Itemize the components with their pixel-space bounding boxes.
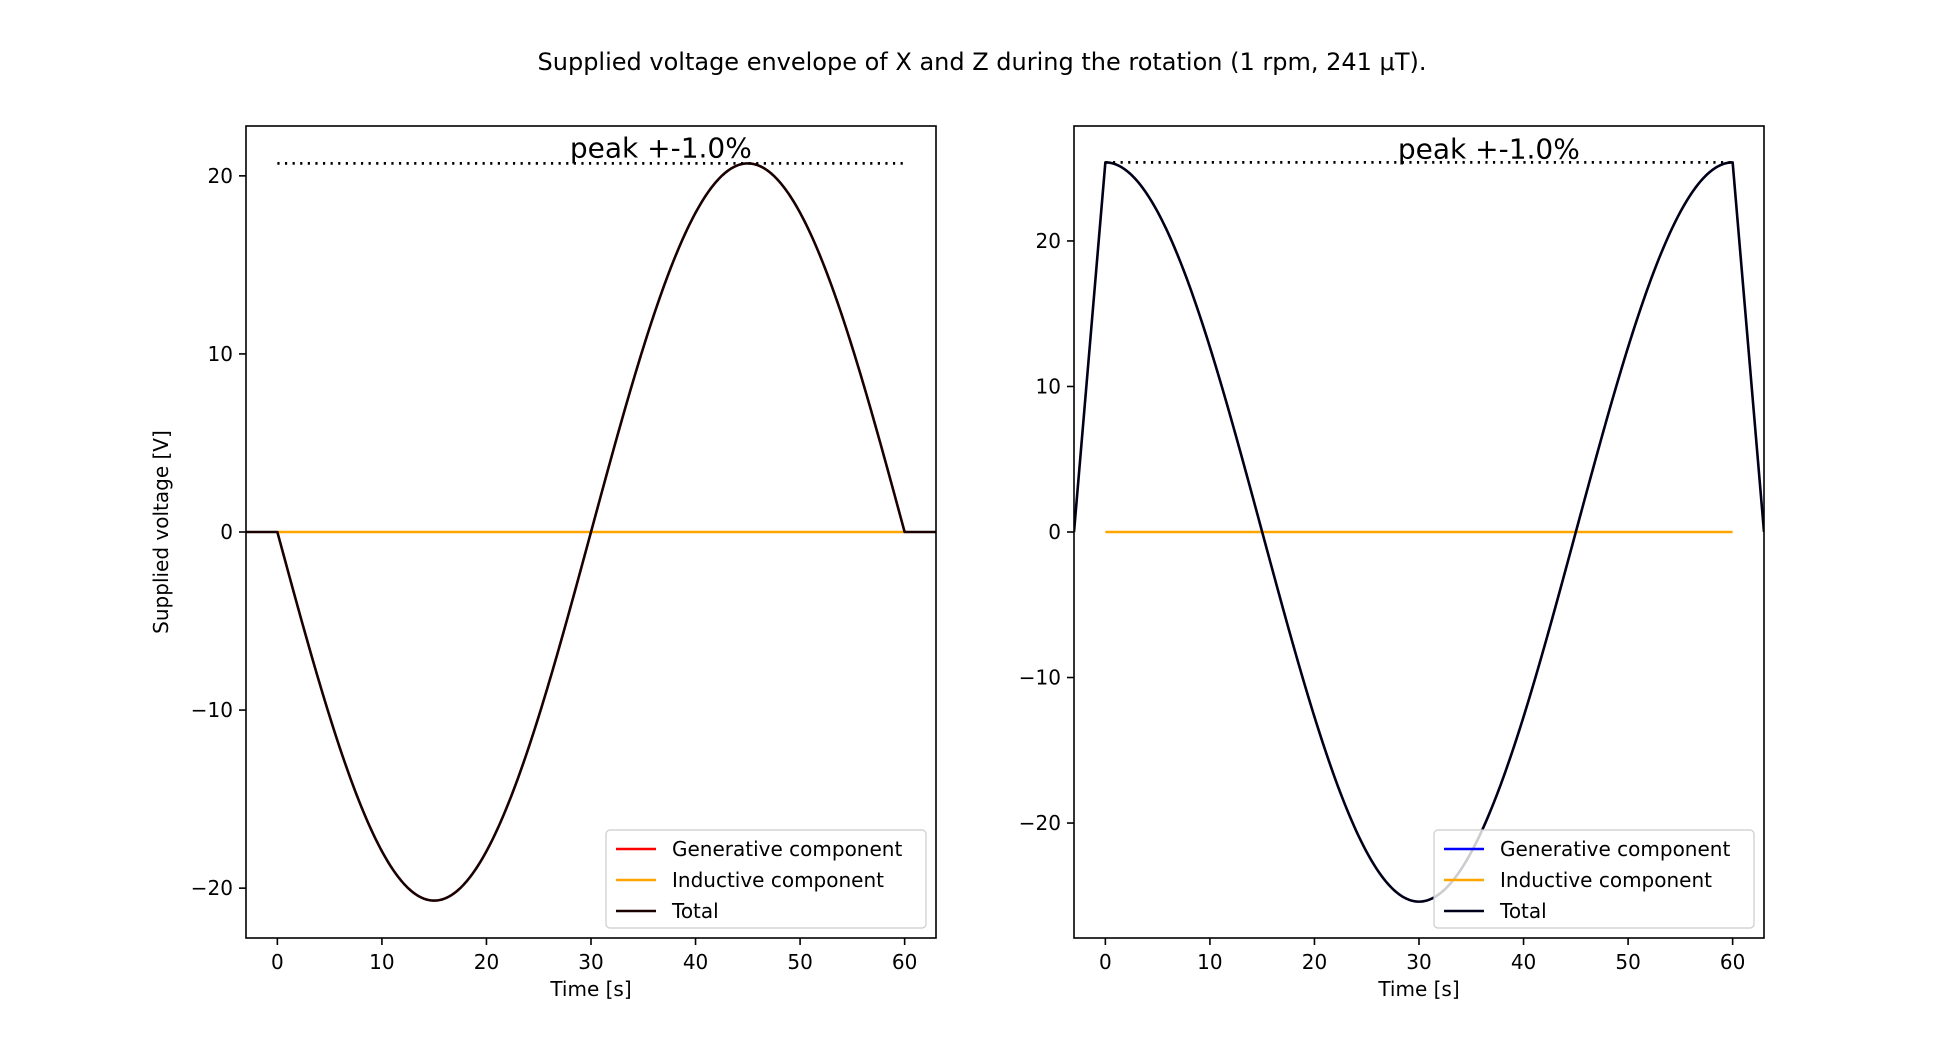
y-tick-label: 20 (1036, 229, 1061, 253)
y-tick-label: 10 (208, 342, 233, 366)
y-tick-label: −20 (1019, 811, 1061, 835)
peak-annotation: peak +-1.0% (570, 132, 752, 165)
x-tick-label: 0 (1099, 950, 1112, 974)
y-tick-label: −10 (191, 698, 233, 722)
x-tick-label: 10 (369, 950, 394, 974)
x-tick-label: 50 (787, 950, 812, 974)
x-tick-label: 30 (1406, 950, 1431, 974)
x-tick-label: 60 (1720, 950, 1745, 974)
series-line-total (1074, 161, 1764, 903)
x-tick-label: 40 (683, 950, 708, 974)
peak-annotation: peak +-1.0% (1398, 132, 1580, 165)
plot-area (246, 161, 936, 902)
chart-panel-2: 0 10 20 30 40 50 60 −20 −10 0 10 20 Time [s] peak +-1… (1019, 125, 1765, 1001)
y-tick-label: 10 (1036, 374, 1061, 398)
x-tick-label: 30 (578, 950, 603, 974)
y-tick-label: 0 (220, 520, 233, 544)
chart-panel-1: 0 10 20 30 40 50 60 −20 −10 0 10 20 Time [s] Supplied… (149, 125, 937, 1001)
legend: Generative component Inductive component T… (1433, 829, 1755, 929)
legend-box (605, 829, 927, 929)
legend-entry: Total (1499, 899, 1547, 923)
series-line-total (246, 162, 936, 902)
x-tick-label: 10 (1197, 950, 1222, 974)
x-tick-label: 0 (271, 950, 284, 974)
legend: Generative component Inductive component T… (605, 829, 927, 929)
figure-title: Supplied voltage envelope of X and Z dur… (538, 48, 1427, 76)
legend-entry: Generative component (1500, 837, 1730, 861)
y-tick-label: −20 (191, 876, 233, 900)
legend-entry: Inductive component (672, 868, 884, 892)
y-tick-label: 20 (208, 164, 233, 188)
legend-entry: Inductive component (1500, 868, 1712, 892)
y-axis-label: Supplied voltage [V] (149, 430, 173, 634)
legend-entry: Generative component (672, 837, 902, 861)
x-tick-label: 50 (1615, 950, 1640, 974)
x-axis-label: Time [s] (1377, 977, 1459, 1001)
legend-box (1433, 829, 1755, 929)
plot-area (1074, 160, 1764, 903)
x-tick-label: 20 (1302, 950, 1327, 974)
legend-entry: Total (671, 899, 719, 923)
x-axis-label: Time [s] (549, 977, 631, 1001)
x-tick-label: 40 (1511, 950, 1536, 974)
x-tick-label: 20 (474, 950, 499, 974)
y-tick-label: −10 (1019, 666, 1061, 690)
y-tick-label: 0 (1048, 520, 1061, 544)
x-tick-label: 60 (892, 950, 917, 974)
